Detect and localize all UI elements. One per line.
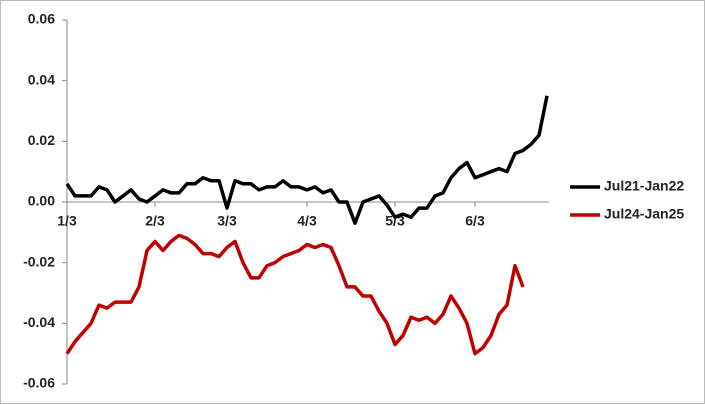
x-tick-label: 1/3 [57, 213, 77, 229]
y-tick-label: -0.02 [23, 253, 55, 269]
y-tick-label: -0.06 [23, 375, 55, 391]
series-line [65, 233, 525, 356]
series-line [65, 95, 549, 225]
y-tick-label: -0.04 [23, 314, 55, 330]
y-tick-label: 0.00 [28, 193, 55, 209]
x-tick-label: 2/3 [145, 213, 165, 229]
legend-label: Jul21-Jan22 [604, 178, 684, 194]
x-tick-label: 6/3 [465, 213, 485, 229]
legend-label: Jul24-Jan25 [604, 206, 684, 222]
y-tick-label: 0.02 [28, 132, 55, 148]
x-tick-label: 4/3 [297, 213, 317, 229]
y-tick-label: 0.04 [28, 71, 55, 87]
y-tick-label: 0.06 [28, 11, 55, 27]
x-tick-label: 3/3 [217, 213, 237, 229]
